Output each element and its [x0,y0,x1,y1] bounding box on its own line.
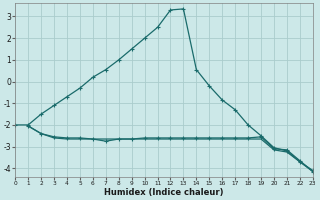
X-axis label: Humidex (Indice chaleur): Humidex (Indice chaleur) [104,188,224,197]
